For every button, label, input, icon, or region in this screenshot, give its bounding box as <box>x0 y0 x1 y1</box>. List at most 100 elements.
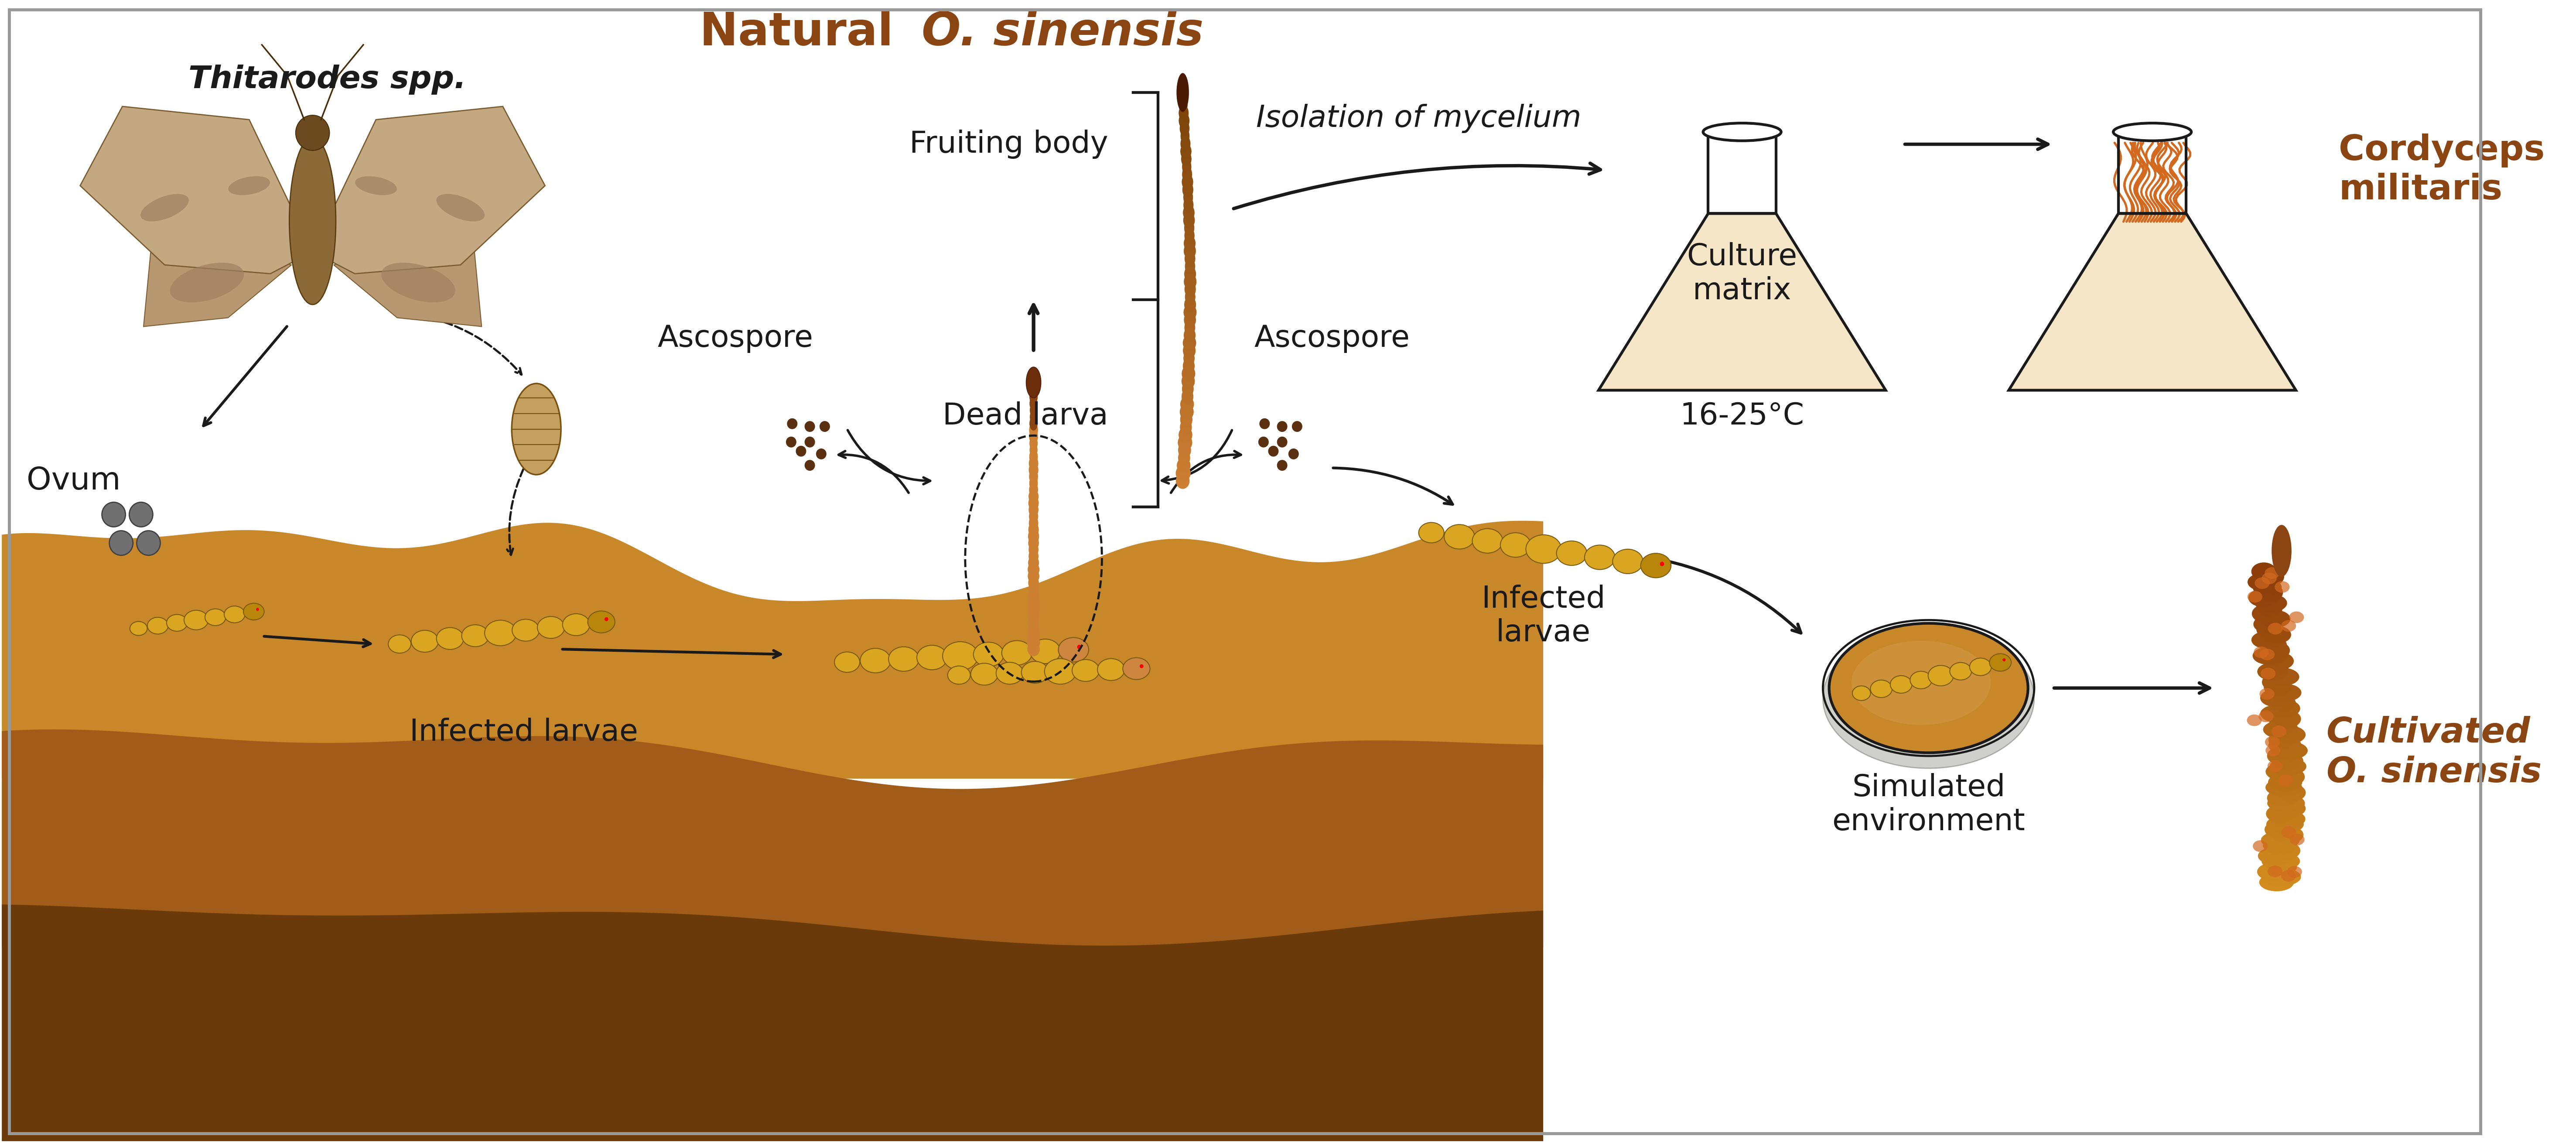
Ellipse shape <box>1891 676 1911 693</box>
Ellipse shape <box>147 617 167 634</box>
Ellipse shape <box>1278 437 1288 447</box>
Ellipse shape <box>2272 726 2287 737</box>
Ellipse shape <box>1030 442 1038 457</box>
Text: Ovum: Ovum <box>26 466 121 496</box>
Ellipse shape <box>129 622 147 636</box>
Ellipse shape <box>1182 389 1193 405</box>
Ellipse shape <box>2264 567 2280 578</box>
Ellipse shape <box>2257 863 2290 881</box>
Ellipse shape <box>2267 794 2306 813</box>
Ellipse shape <box>1829 623 2027 753</box>
Ellipse shape <box>1177 434 1193 450</box>
Ellipse shape <box>1182 381 1193 397</box>
Ellipse shape <box>1043 658 1077 685</box>
Ellipse shape <box>2259 704 2295 722</box>
Ellipse shape <box>1028 589 1038 604</box>
Text: 16-25°C: 16-25°C <box>1680 401 1803 431</box>
Ellipse shape <box>2254 594 2287 613</box>
Ellipse shape <box>1028 529 1038 543</box>
Ellipse shape <box>1445 525 1473 549</box>
Ellipse shape <box>889 647 920 671</box>
Ellipse shape <box>1182 343 1195 359</box>
Ellipse shape <box>1185 320 1195 336</box>
Ellipse shape <box>1139 664 1144 669</box>
Text: Cultivated
O. sinensis: Cultivated O. sinensis <box>2326 716 2543 790</box>
Ellipse shape <box>819 421 829 432</box>
Ellipse shape <box>2277 775 2293 786</box>
Ellipse shape <box>2002 658 2007 662</box>
Ellipse shape <box>1824 629 2035 768</box>
Ellipse shape <box>1180 403 1193 419</box>
Ellipse shape <box>2264 736 2280 748</box>
Ellipse shape <box>1185 227 1195 243</box>
Ellipse shape <box>229 176 270 195</box>
Ellipse shape <box>1028 636 1041 649</box>
Ellipse shape <box>1659 561 1664 566</box>
Ellipse shape <box>2246 591 2262 602</box>
Ellipse shape <box>1182 174 1193 190</box>
Ellipse shape <box>1028 642 1041 656</box>
Ellipse shape <box>1028 456 1038 471</box>
Ellipse shape <box>513 384 562 474</box>
Ellipse shape <box>2269 732 2295 749</box>
Ellipse shape <box>1028 482 1038 497</box>
Ellipse shape <box>183 610 209 630</box>
Ellipse shape <box>2282 620 2295 632</box>
Ellipse shape <box>1030 409 1038 424</box>
Ellipse shape <box>389 634 412 653</box>
Text: Natural: Natural <box>701 10 909 55</box>
Ellipse shape <box>2272 742 2308 760</box>
Ellipse shape <box>435 194 484 222</box>
Ellipse shape <box>1002 640 1033 665</box>
Ellipse shape <box>2262 573 2277 584</box>
Text: Fruiting body: Fruiting body <box>909 129 1108 159</box>
Ellipse shape <box>1025 367 1041 398</box>
Ellipse shape <box>1870 680 1893 697</box>
Ellipse shape <box>1182 205 1195 221</box>
Ellipse shape <box>1180 128 1190 144</box>
Ellipse shape <box>224 606 245 623</box>
Ellipse shape <box>804 459 814 471</box>
Ellipse shape <box>206 609 227 625</box>
Ellipse shape <box>1260 418 1270 429</box>
Ellipse shape <box>1030 397 1038 410</box>
Ellipse shape <box>1182 335 1195 351</box>
Polygon shape <box>335 239 482 327</box>
Ellipse shape <box>1030 403 1038 417</box>
Ellipse shape <box>2267 789 2298 807</box>
Ellipse shape <box>255 608 260 610</box>
Ellipse shape <box>1185 273 1195 289</box>
Ellipse shape <box>1185 250 1195 266</box>
Ellipse shape <box>2275 726 2306 744</box>
Ellipse shape <box>2251 562 2277 581</box>
Ellipse shape <box>1182 366 1195 382</box>
Ellipse shape <box>1030 449 1038 464</box>
Ellipse shape <box>1182 374 1195 390</box>
Ellipse shape <box>2251 647 2285 665</box>
Ellipse shape <box>974 642 1005 666</box>
Ellipse shape <box>2259 689 2293 708</box>
Ellipse shape <box>860 648 891 673</box>
Ellipse shape <box>2269 758 2306 775</box>
Ellipse shape <box>1185 243 1195 259</box>
Ellipse shape <box>1185 235 1195 251</box>
Ellipse shape <box>2267 815 2303 833</box>
Ellipse shape <box>1175 465 1190 481</box>
Ellipse shape <box>1028 569 1038 583</box>
Ellipse shape <box>1182 197 1193 213</box>
Ellipse shape <box>1182 151 1193 167</box>
Ellipse shape <box>1028 602 1041 616</box>
Ellipse shape <box>1180 426 1193 443</box>
Ellipse shape <box>170 263 245 303</box>
Ellipse shape <box>1028 470 1038 483</box>
Ellipse shape <box>1180 397 1193 413</box>
Ellipse shape <box>2254 615 2282 633</box>
Ellipse shape <box>2251 578 2282 597</box>
Ellipse shape <box>2264 668 2300 686</box>
Ellipse shape <box>1028 582 1038 597</box>
Ellipse shape <box>2267 805 2295 823</box>
Ellipse shape <box>2264 657 2287 676</box>
Ellipse shape <box>1185 266 1195 282</box>
Ellipse shape <box>1613 549 1643 574</box>
Ellipse shape <box>2264 678 2290 696</box>
